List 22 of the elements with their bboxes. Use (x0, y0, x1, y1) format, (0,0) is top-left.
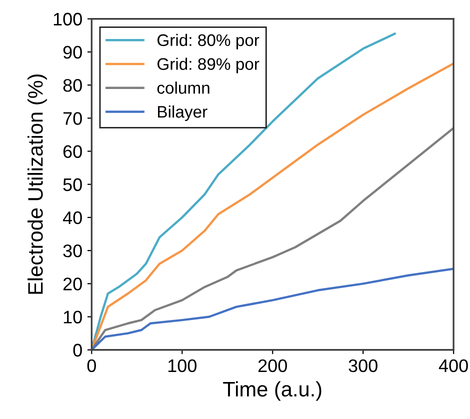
legend-label: Grid: 80% por (157, 34, 260, 50)
x-tick-label: 200 (258, 359, 287, 372)
y-tick-label: 70 (63, 112, 82, 125)
y-tick-label: 100 (54, 12, 82, 26)
y-tick-label: 90 (63, 46, 82, 59)
y-tick-label: 50 (63, 178, 82, 192)
y-tick-label: 60 (63, 145, 82, 158)
x-tick-label: 300 (348, 359, 378, 372)
x-tick-label: 400 (438, 359, 468, 372)
legend-label: column (157, 82, 210, 94)
y-tick-label: 20 (63, 278, 82, 290)
y-tick-label: 40 (62, 211, 82, 224)
legend-label: Bilayer (158, 105, 208, 121)
x-tick-label: 100 (168, 359, 196, 372)
y-axis-title: Electrode Utilization (%) (28, 74, 47, 294)
y-tick-label: 10 (64, 310, 82, 324)
y-tick-label: 30 (63, 244, 82, 258)
x-tick-label: 0 (87, 359, 96, 372)
legend-label: Grid: 89% por (157, 58, 260, 74)
y-tick-label: 80 (63, 78, 82, 92)
x-axis-title: Time (a.u.) (223, 381, 322, 401)
y-tick-label: 0 (73, 344, 82, 357)
